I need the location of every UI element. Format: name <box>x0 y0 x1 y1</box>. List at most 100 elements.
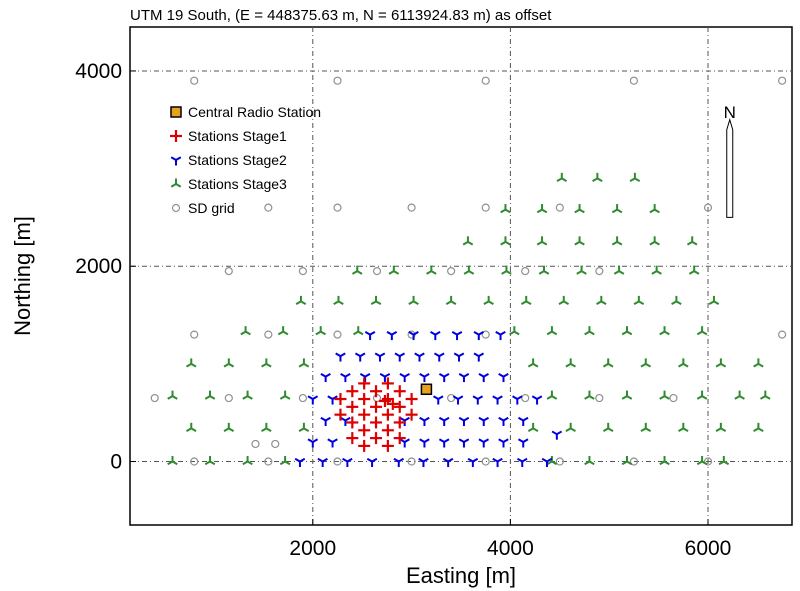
point-circle <box>595 393 604 403</box>
point-plus <box>346 400 359 413</box>
point-y <box>340 372 351 383</box>
point-tri <box>649 204 660 214</box>
point-tri <box>527 422 539 432</box>
legend-marker <box>170 178 182 188</box>
point-tri <box>298 422 310 432</box>
plot-area: N <box>129 26 793 526</box>
point-tri <box>445 295 457 306</box>
y-tick-label: 0 <box>110 451 122 474</box>
point-tri <box>678 422 689 432</box>
x-axis-label: Easting [m] <box>406 563 516 588</box>
point-plus <box>393 400 406 413</box>
point-plus <box>405 408 418 421</box>
point-plus <box>370 385 383 398</box>
point-y <box>473 330 485 341</box>
point-circle <box>481 457 490 466</box>
point-tri <box>629 172 641 182</box>
point-y <box>478 372 490 383</box>
point-plus <box>358 393 371 406</box>
point-tri <box>167 390 178 400</box>
point-tri <box>483 295 494 306</box>
north-arrow-shape <box>726 118 734 218</box>
point-y <box>419 372 430 383</box>
legend-marker <box>171 203 181 213</box>
point-circle <box>703 203 713 212</box>
point-tri <box>640 422 652 432</box>
point-y <box>430 330 441 341</box>
point-tri <box>388 265 400 275</box>
point-plus <box>358 377 371 390</box>
point-plus <box>386 397 399 410</box>
point-y <box>342 457 353 468</box>
point-plus <box>370 416 383 429</box>
point-circle <box>224 393 233 403</box>
point-y <box>498 372 509 383</box>
point-y <box>478 416 490 427</box>
point-tri <box>223 358 235 368</box>
point-y <box>327 395 338 405</box>
point-circle <box>703 457 713 466</box>
point-y <box>498 416 509 427</box>
chart-title: UTM 19 South, (E = 448375.63 m, N = 6113… <box>130 7 552 24</box>
axis-ticks <box>130 70 709 525</box>
point-tri <box>640 358 652 368</box>
point-y <box>419 416 430 427</box>
point-plus <box>393 385 406 398</box>
point-tri <box>753 422 764 432</box>
point-circle <box>447 267 456 276</box>
point-tri <box>760 390 771 400</box>
point-tri <box>688 265 700 275</box>
point-circle <box>190 330 199 339</box>
point-tri <box>633 295 645 306</box>
point-plus <box>358 408 371 421</box>
point-circle <box>521 393 530 403</box>
point-tri <box>576 265 587 275</box>
point-circle <box>595 267 604 276</box>
legend-marker <box>170 156 182 166</box>
point-plus <box>393 416 406 429</box>
point-tri <box>333 295 344 306</box>
point-tri <box>408 295 419 306</box>
point-tri <box>185 422 197 432</box>
point-tri <box>596 295 607 306</box>
point-y <box>473 352 485 362</box>
point-y <box>414 352 425 362</box>
point-y <box>307 395 319 405</box>
point-plus <box>381 424 394 437</box>
point-plus <box>358 424 371 437</box>
point-circle <box>264 330 273 339</box>
point-y <box>386 330 398 341</box>
point-circle <box>190 457 199 466</box>
point-tri <box>565 358 576 368</box>
point-tri <box>462 236 474 246</box>
north-arrow-label: N <box>724 103 736 122</box>
legend-label: Stations Stage1 <box>188 128 287 144</box>
point-tri <box>659 456 670 466</box>
point-plus <box>370 400 383 413</box>
point-tri <box>592 172 603 182</box>
point-y <box>438 438 450 448</box>
x-tick-label: 2000 <box>289 537 336 560</box>
point-y <box>531 395 543 405</box>
point-tri <box>621 326 633 336</box>
point-tri <box>649 236 660 246</box>
point-circle <box>298 267 308 276</box>
point-circle <box>629 76 639 85</box>
point-y <box>438 372 450 383</box>
point-tri <box>708 295 720 306</box>
point-tri <box>500 236 511 246</box>
point-tri <box>370 295 382 306</box>
point-tri <box>611 236 623 246</box>
point-plus <box>381 408 394 421</box>
point-y <box>307 438 319 448</box>
point-tri <box>696 326 708 336</box>
point-tri <box>734 390 745 400</box>
point-y <box>294 457 306 468</box>
point-tri <box>463 265 475 275</box>
point-tri <box>546 326 558 336</box>
point-circle <box>264 457 273 466</box>
point-tri <box>279 456 291 466</box>
point-circle <box>372 267 382 276</box>
point-y <box>492 457 503 468</box>
